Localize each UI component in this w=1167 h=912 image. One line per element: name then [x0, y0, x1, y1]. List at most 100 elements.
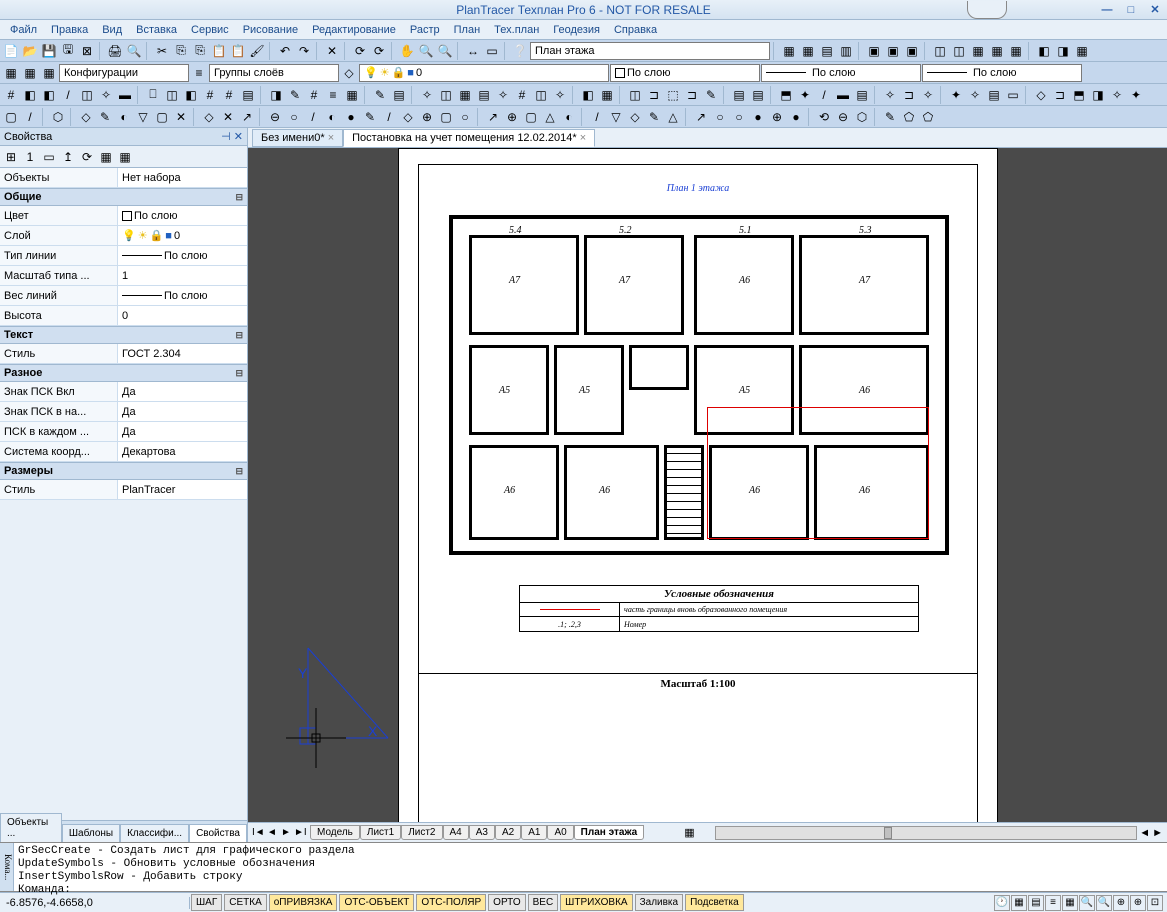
r4-icon[interactable]: ◨	[1089, 86, 1107, 104]
close-icon[interactable]: ✕	[1147, 3, 1163, 17]
pt-f1-icon[interactable]: ▦	[97, 148, 115, 166]
p6-icon[interactable]: ✕	[172, 108, 190, 126]
edit-icon[interactable]: ▤	[239, 86, 257, 104]
layout-tab-Лист1[interactable]: Лист1	[360, 825, 401, 840]
wall3-icon[interactable]: ◧	[40, 86, 58, 104]
im5-icon[interactable]: ✎	[702, 86, 720, 104]
h7-icon[interactable]: ◫	[532, 86, 550, 104]
ex1-icon[interactable]: ◧	[579, 86, 597, 104]
status-icon-8[interactable]: ⊕	[1130, 895, 1146, 911]
status-toggle-ШТРИХОВКА[interactable]: ШТРИХОВКА	[560, 894, 632, 911]
ge1-icon[interactable]: ▤	[730, 86, 748, 104]
layout-tab-Модель[interactable]: Модель	[310, 825, 360, 840]
dr3-icon[interactable]: /	[304, 108, 322, 126]
status-toggle-ОРТО[interactable]: ОРТО	[488, 894, 525, 911]
tp11-icon[interactable]: ▦	[988, 42, 1006, 60]
tp14-icon[interactable]: ◨	[1054, 42, 1072, 60]
ex2-icon[interactable]: ▦	[598, 86, 616, 104]
status-icon-9[interactable]: ⊡	[1147, 895, 1163, 911]
tp6-icon[interactable]: ▣	[884, 42, 902, 60]
status-icon-2[interactable]: ▤	[1028, 895, 1044, 911]
prop-value[interactable]: 0	[118, 306, 247, 325]
pt-ref-icon[interactable]: ⟳	[78, 148, 96, 166]
config-combo[interactable]: Конфигурации	[59, 64, 189, 82]
menu-Правка[interactable]: Правка	[45, 22, 94, 38]
c1-icon[interactable]: ◇	[200, 108, 218, 126]
section-dims[interactable]: Размеры⊟	[0, 462, 247, 480]
layout-tab-А1[interactable]: А1	[521, 825, 547, 840]
menu-Файл[interactable]: Файл	[4, 22, 43, 38]
cfg2-icon[interactable]: ▦	[21, 64, 39, 82]
pan-icon[interactable]: ✋	[398, 42, 416, 60]
grid2-icon[interactable]: ▤	[390, 86, 408, 104]
f3-icon[interactable]: ⬠	[919, 108, 937, 126]
tp10-icon[interactable]: ▦	[969, 42, 987, 60]
nav-last-icon[interactable]: ►I	[294, 827, 306, 838]
dr4-icon[interactable]: ◐	[323, 108, 341, 126]
r6-icon[interactable]: ✦	[1127, 86, 1145, 104]
h4-icon[interactable]: ▤	[475, 86, 493, 104]
h6-icon[interactable]: #	[513, 86, 531, 104]
f2-icon[interactable]: ⬠	[900, 108, 918, 126]
titlebar-notch[interactable]	[967, 1, 1007, 19]
mk2-icon[interactable]: ▽	[607, 108, 625, 126]
tp12-icon[interactable]: ▦	[1007, 42, 1025, 60]
dr11-icon[interactable]: ○	[456, 108, 474, 126]
h2-icon[interactable]: ◫	[437, 86, 455, 104]
dr9-icon[interactable]: ⊕	[418, 108, 436, 126]
menu-Вставка[interactable]: Вставка	[130, 22, 183, 38]
sn2-icon[interactable]: ✦	[796, 86, 814, 104]
menu-Редактирование[interactable]: Редактирование	[306, 22, 402, 38]
scroll-left-icon[interactable]: ◄	[1139, 827, 1150, 839]
wall2-icon[interactable]: ◧	[21, 86, 39, 104]
im2-icon[interactable]: ⊐	[645, 86, 663, 104]
bylayer-combo-2[interactable]: По слою	[922, 64, 1082, 82]
sn3-icon[interactable]: /	[815, 86, 833, 104]
layout-tab-А2[interactable]: А2	[495, 825, 521, 840]
status-toggle-ШАГ[interactable]: ШАГ	[191, 894, 222, 911]
tp1-icon[interactable]: ▦	[780, 42, 798, 60]
na1-icon[interactable]: ▢	[2, 108, 20, 126]
b5-icon[interactable]: ▦	[343, 86, 361, 104]
b1-icon[interactable]: ◨	[267, 86, 285, 104]
im1-icon[interactable]: ◫	[626, 86, 644, 104]
menu-Рисование[interactable]: Рисование	[237, 22, 304, 38]
objects-value[interactable]: Нет набора	[118, 168, 247, 187]
panel-pin-icon[interactable]: ⊣	[221, 131, 231, 143]
ed3-icon[interactable]: ○	[730, 108, 748, 126]
prop-value[interactable]: PlanTracer	[118, 480, 247, 499]
tp15-icon[interactable]: ▦	[1073, 42, 1091, 60]
mk3-icon[interactable]: ◇	[626, 108, 644, 126]
layout-tab-Лист2[interactable]: Лист2	[401, 825, 442, 840]
panel-tab-1[interactable]: Шаблоны	[62, 824, 120, 842]
layer-combo[interactable]: 💡☀🔒■ 0	[359, 64, 609, 82]
r2-icon[interactable]: ⊐	[1051, 86, 1069, 104]
tp13-icon[interactable]: ◧	[1035, 42, 1053, 60]
status-toggle-Подсветка[interactable]: Подсветка	[685, 894, 744, 911]
r3-icon[interactable]: ⬒	[1070, 86, 1088, 104]
f1-icon[interactable]: ✎	[881, 108, 899, 126]
erase-icon[interactable]: ✕	[323, 42, 341, 60]
audit-icon[interactable]: ⟳	[351, 42, 369, 60]
pt3-icon[interactable]: ▢	[522, 108, 540, 126]
status-icon-7[interactable]: ⊕	[1113, 895, 1129, 911]
tp3-icon[interactable]: ▤	[818, 42, 836, 60]
status-toggle-оПРИВЯЗКА[interactable]: оПРИВЯЗКА	[269, 894, 338, 911]
tp4-icon[interactable]: ▥	[837, 42, 855, 60]
mk5-icon[interactable]: △	[664, 108, 682, 126]
hscroll-thumb[interactable]	[884, 827, 892, 839]
purge-icon[interactable]: ⟳	[370, 42, 388, 60]
maximize-icon[interactable]: □	[1123, 3, 1139, 17]
minimize-icon[interactable]: —	[1099, 3, 1115, 17]
preview-icon[interactable]: 🔍	[125, 42, 143, 60]
m1-icon[interactable]: ⬡	[49, 108, 67, 126]
h5-icon[interactable]: ✧	[494, 86, 512, 104]
paste-icon[interactable]: 📋	[210, 42, 228, 60]
ed2-icon[interactable]: ○	[711, 108, 729, 126]
wall-icon[interactable]: #	[2, 86, 20, 104]
bylayer-combo-0[interactable]: По слою	[610, 64, 760, 82]
dr5-icon[interactable]: ●	[342, 108, 360, 126]
sn1-icon[interactable]: ⬒	[777, 86, 795, 104]
menu-Геодезия[interactable]: Геодезия	[547, 22, 606, 38]
sn5-icon[interactable]: ▤	[853, 86, 871, 104]
